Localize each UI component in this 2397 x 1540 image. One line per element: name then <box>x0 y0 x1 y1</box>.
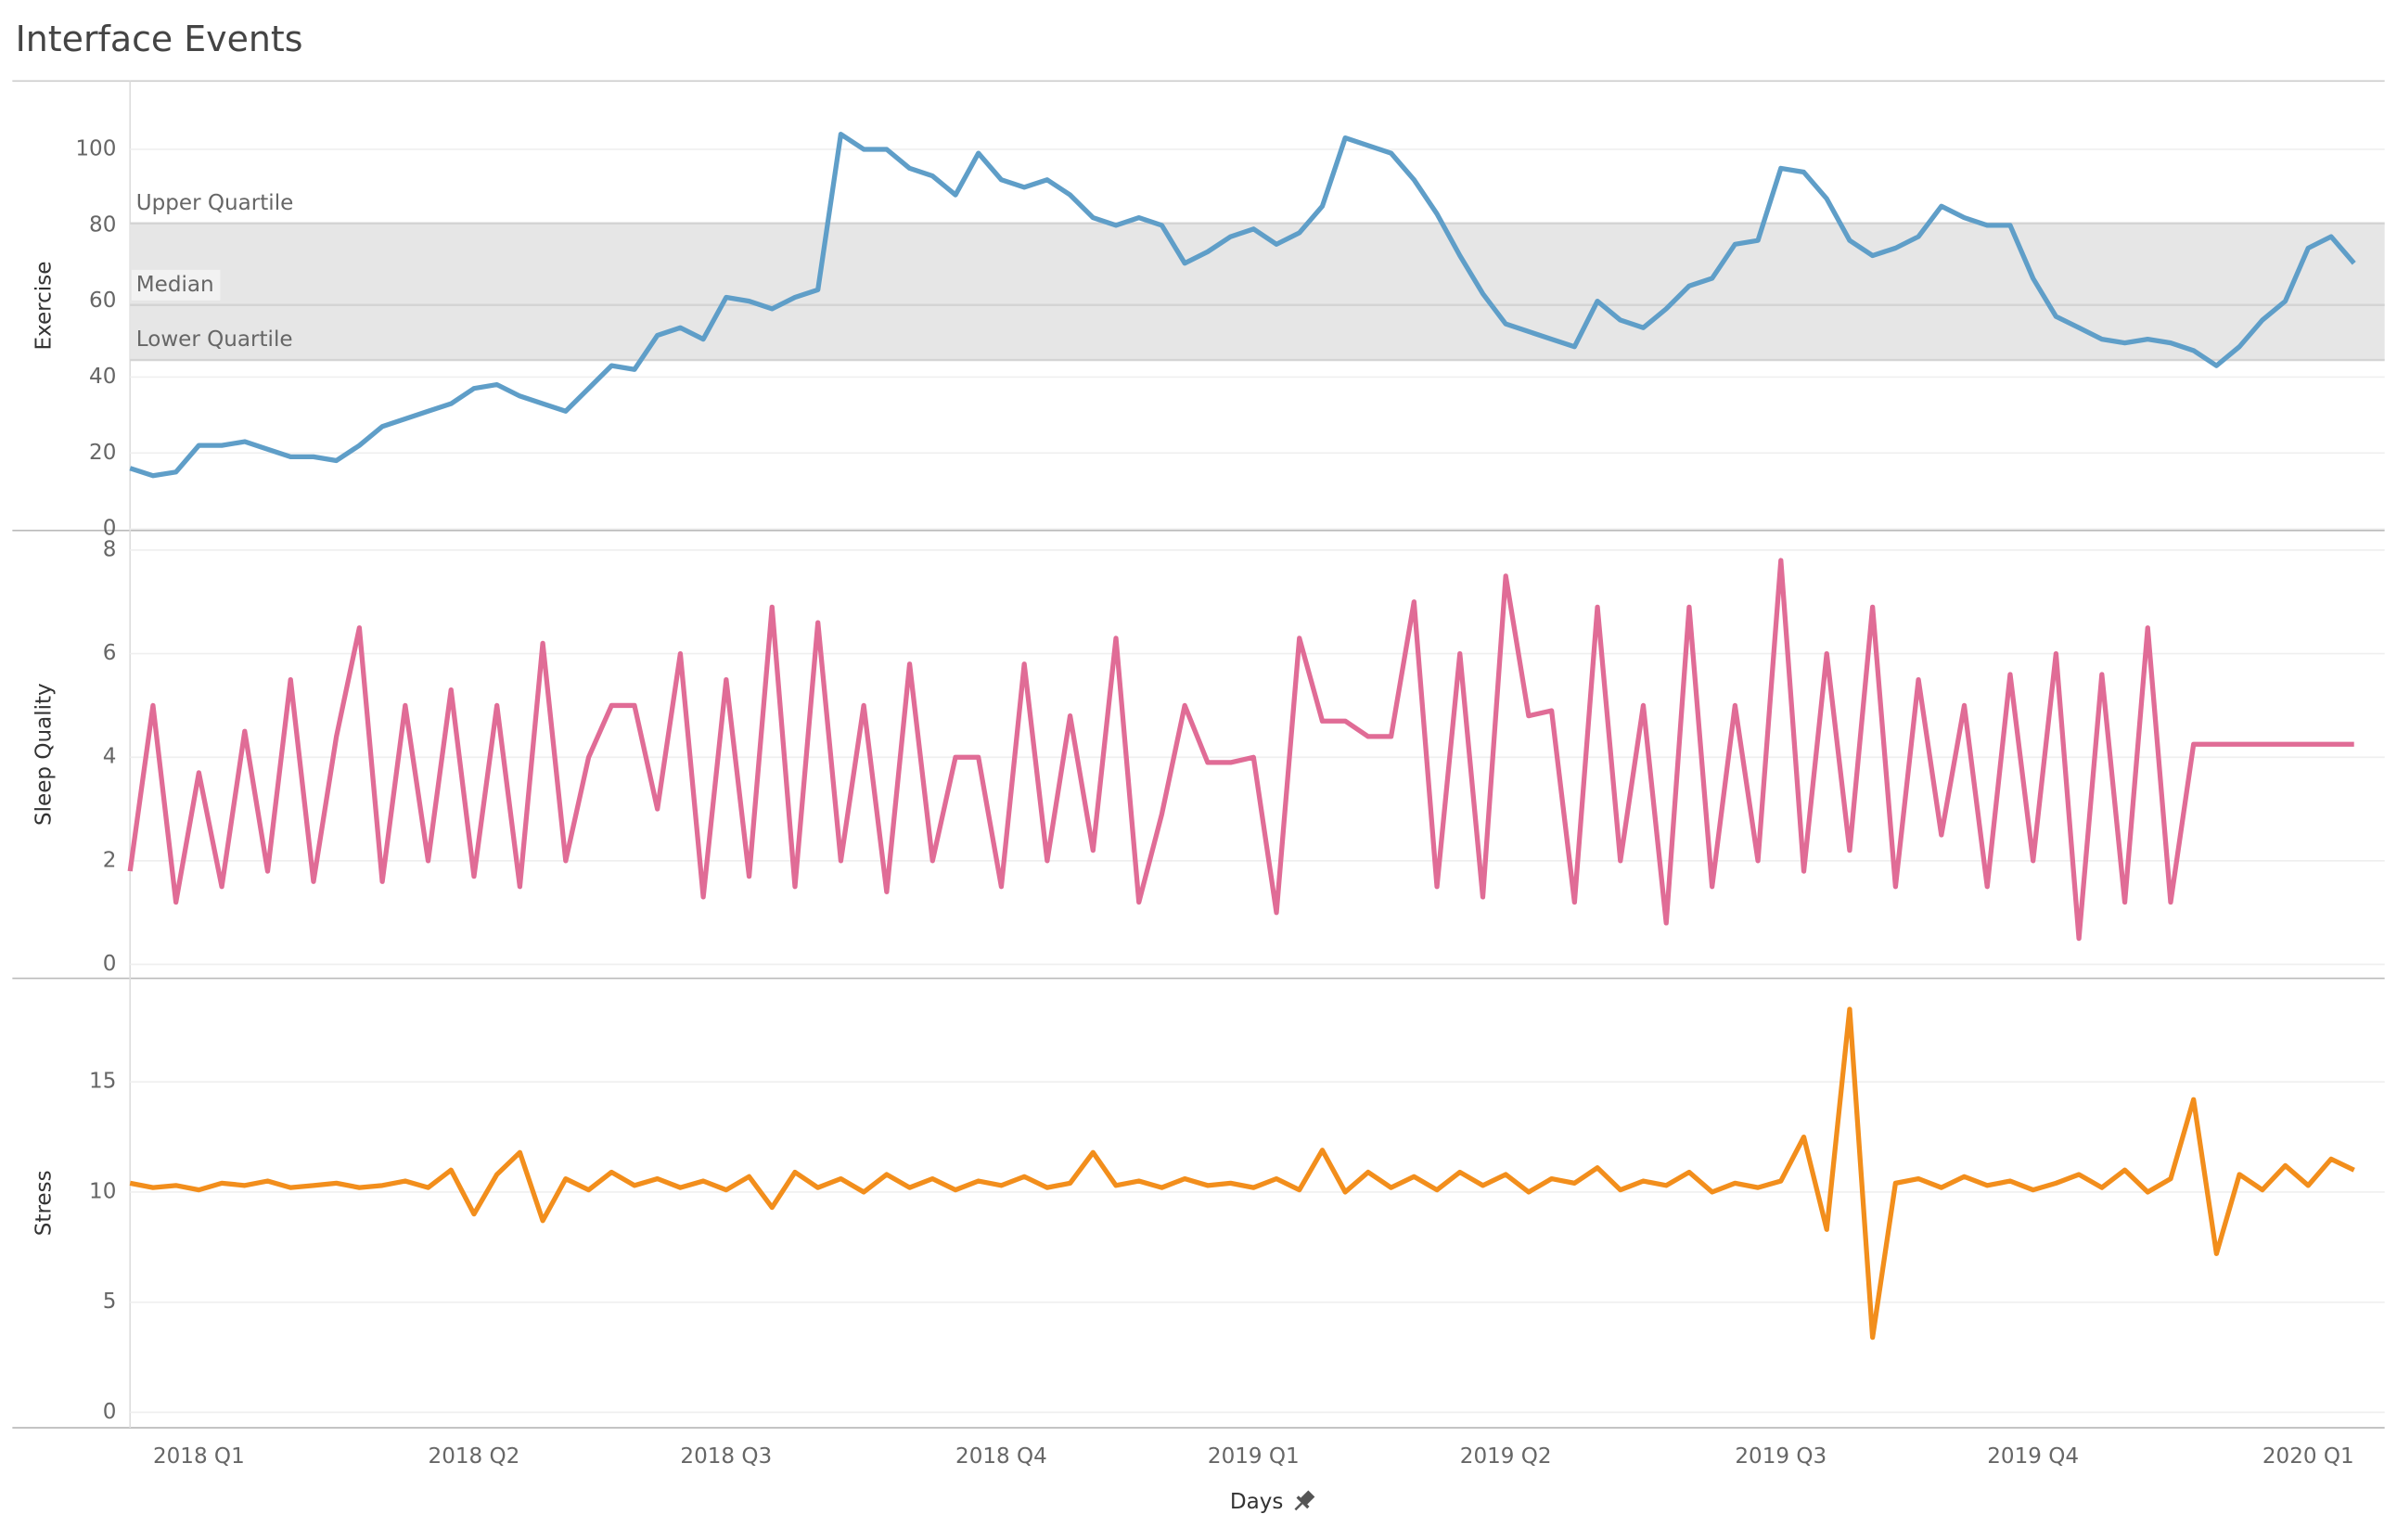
y-axis-title: Stress <box>32 1170 56 1236</box>
panel: Stress 0 5 10 15 <box>32 1007 2385 1424</box>
y-tick-label: 2 <box>103 848 117 872</box>
x-tick-label: 2018 Q4 <box>955 1444 1047 1469</box>
panel: Exercise 0 20 40 60 80 100 Upper Quartile Median… <box>32 132 2385 541</box>
x-tick-label: 2019 Q1 <box>1208 1444 1300 1469</box>
data-line <box>129 1007 2355 1341</box>
reference-label: Lower Quartile <box>136 327 293 352</box>
x-tick-label: 2018 Q3 <box>680 1444 772 1469</box>
x-tick-label: 2018 Q2 <box>429 1444 520 1469</box>
x-tick-label: 2019 Q3 <box>1735 1444 1827 1469</box>
y-tick-label: 8 <box>103 537 117 561</box>
y-tick-label: 60 <box>89 289 116 313</box>
y-tick-label: 100 <box>75 136 116 160</box>
data-line <box>129 132 2356 479</box>
chart-title: Interface Events <box>16 19 303 59</box>
reference-band <box>130 223 2385 361</box>
x-axis-title: Days <box>1230 1490 1284 1514</box>
y-axis-title: Sleep Quality <box>32 683 56 826</box>
y-tick-label: 0 <box>103 952 117 976</box>
x-tick-label: 2019 Q2 <box>1460 1444 1552 1469</box>
x-tick-label: 2018 Q1 <box>153 1444 245 1469</box>
y-tick-label: 5 <box>103 1290 117 1314</box>
reference-label-bg <box>131 269 221 301</box>
y-tick-label: 6 <box>103 641 117 665</box>
y-tick-label: 0 <box>103 1400 117 1424</box>
y-tick-label: 20 <box>89 441 116 465</box>
x-tick-label: 2019 Q4 <box>1987 1444 2079 1469</box>
y-tick-label: 4 <box>103 745 117 769</box>
y-tick-label: 15 <box>89 1070 116 1094</box>
y-tick-label: 80 <box>89 212 116 237</box>
pin-icon <box>1294 1490 1315 1511</box>
data-line <box>127 558 2354 942</box>
y-tick-label: 40 <box>89 365 116 389</box>
reference-label: Upper Quartile <box>136 191 293 215</box>
panel: Sleep Quality 0 2 4 6 8 <box>32 537 2385 976</box>
y-axis-title: Exercise <box>32 262 56 351</box>
reference-label: Median <box>136 273 214 297</box>
y-tick-label: 0 <box>103 517 117 541</box>
y-tick-label: 10 <box>89 1179 116 1203</box>
x-tick-label: 2020 Q1 <box>2262 1444 2354 1469</box>
